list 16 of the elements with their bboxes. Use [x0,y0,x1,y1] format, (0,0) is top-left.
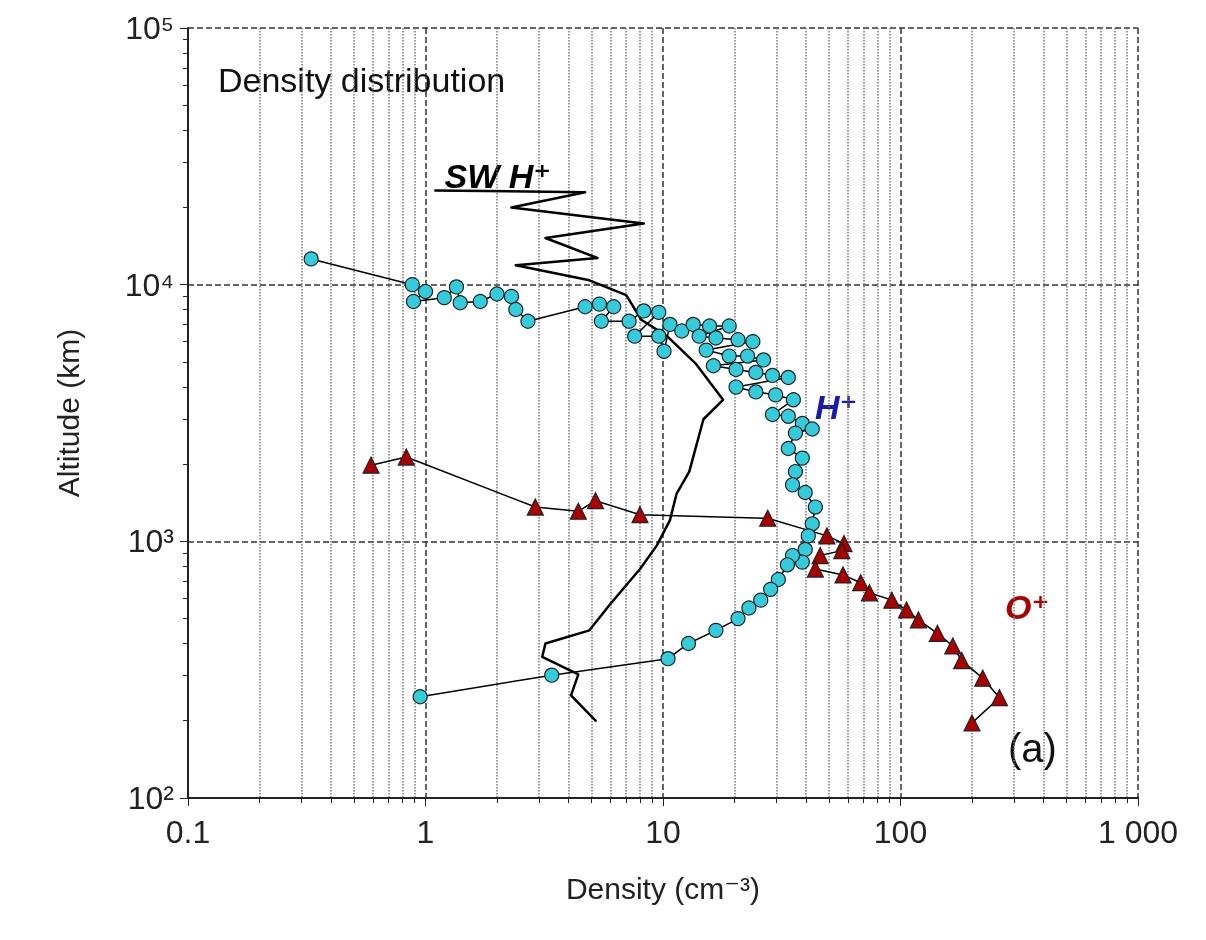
annotation: (a) [1008,726,1057,770]
y-tick-label: 10⁵ [125,10,174,46]
x-tick-label: 1 000 [1097,814,1179,850]
text: Density distribution [218,61,506,99]
series-label: H⁺ [815,387,858,426]
y-axis-title: Altitude (km) [51,328,85,498]
x-axis-title: Density (cm⁻³) [565,871,761,905]
series-label: O⁺ [1005,588,1050,627]
series-label: SW H⁺ [444,156,552,195]
x-tick-label: 1 [416,814,435,850]
y-tick-label: 10² [127,780,175,816]
y-tick-label: 10³ [127,523,175,560]
x-tick-label: 100 [873,814,928,850]
x-tick-label: 0.1 [165,814,211,850]
y-tick-label: 10⁴ [124,266,174,303]
x-tick-label: 10 [645,814,681,850]
